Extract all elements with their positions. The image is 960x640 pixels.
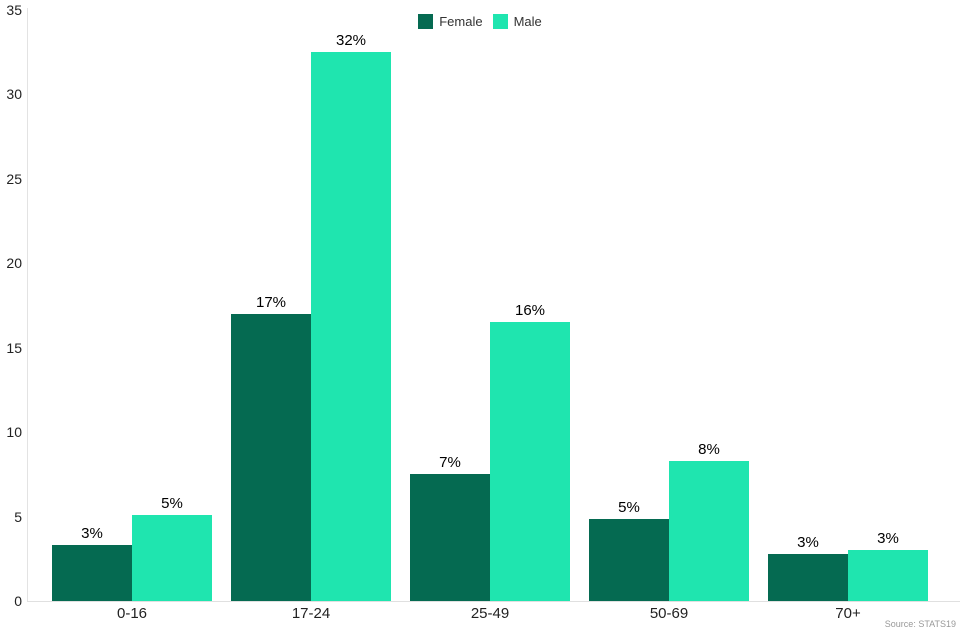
bar-value-label: 3%	[797, 533, 819, 551]
bar-value-label: 16%	[514, 302, 546, 320]
bar-value-label: 8%	[698, 440, 720, 458]
y-tick-label: 25	[6, 170, 22, 187]
bar-male-17-24[interactable]	[311, 52, 391, 601]
bar-female-17-24[interactable]	[231, 313, 311, 601]
bar-value-label: 5%	[161, 494, 183, 512]
x-category-label: 70+	[835, 605, 861, 622]
y-tick-label: 20	[6, 255, 22, 272]
bar-value-label: 5%	[618, 499, 640, 517]
y-tick-label: 35	[6, 2, 22, 18]
bar-male-50-69[interactable]	[669, 460, 749, 601]
legend: Female Male	[0, 14, 960, 29]
bar-value-label: 32%	[335, 32, 367, 50]
bar-male-25-49[interactable]	[490, 322, 570, 601]
source-credit: Source: STATS19	[884, 619, 956, 629]
x-category-label: 50-69	[649, 605, 689, 622]
x-category-label: 25-49	[470, 605, 510, 622]
y-tick-label: 30	[6, 86, 22, 103]
legend-swatch-male-icon	[492, 14, 508, 29]
bar-value-label: 3%	[877, 530, 899, 548]
y-tick-label: 0	[14, 593, 22, 609]
bar-female-50-69[interactable]	[589, 519, 669, 601]
bar-value-label: 7%	[439, 454, 461, 472]
x-category-label: 17-24	[291, 605, 331, 622]
legend-item-male[interactable]: Male	[492, 14, 542, 29]
y-axis-line	[27, 8, 28, 601]
bar-female-0-16[interactable]	[52, 545, 132, 601]
bar-female-70+[interactable]	[768, 553, 848, 601]
bar-female-25-49[interactable]	[410, 474, 490, 601]
legend-item-female[interactable]: Female	[418, 14, 483, 29]
y-tick-label: 15	[6, 339, 22, 356]
legend-label-female: Female	[439, 14, 483, 29]
legend-label-male: Male	[513, 14, 542, 29]
bar-value-label: 17%	[255, 293, 287, 311]
bar-male-70+[interactable]	[848, 550, 928, 601]
x-category-label: 0-16	[116, 605, 148, 622]
y-tick-label: 5	[14, 508, 22, 525]
bar-value-label: 3%	[81, 525, 103, 543]
legend-swatch-female-icon	[418, 14, 434, 29]
y-tick-label: 10	[6, 424, 22, 441]
bar-male-0-16[interactable]	[132, 514, 212, 601]
x-axis-line	[27, 601, 960, 602]
